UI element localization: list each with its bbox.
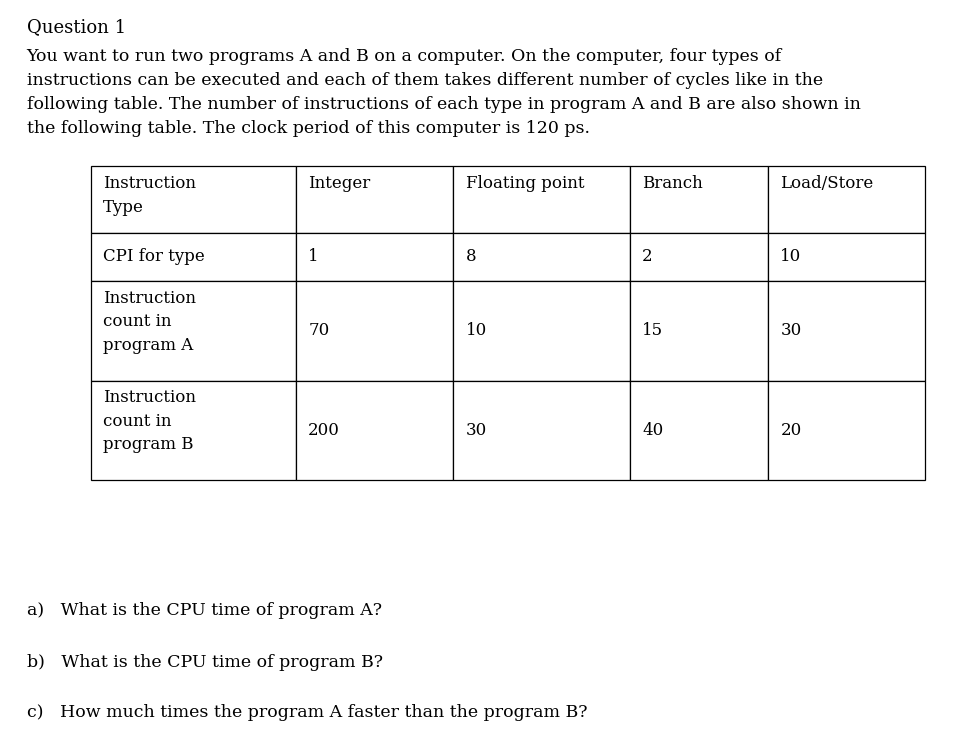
Bar <box>629 381 767 480</box>
Text: Load/Store: Load/Store <box>780 175 873 192</box>
Bar <box>91 233 295 281</box>
Text: 10: 10 <box>780 248 801 265</box>
Bar <box>767 233 924 281</box>
Bar <box>91 281 295 381</box>
Text: 40: 40 <box>641 422 662 439</box>
Text: Integer: Integer <box>308 175 370 192</box>
Text: 1: 1 <box>308 248 318 265</box>
Bar <box>629 166 767 233</box>
Text: 200: 200 <box>308 422 339 439</box>
Text: Floating point: Floating point <box>465 175 583 192</box>
Bar <box>295 281 453 381</box>
Text: 30: 30 <box>465 422 486 439</box>
Bar <box>453 381 629 480</box>
Bar <box>295 233 453 281</box>
Bar <box>629 281 767 381</box>
Bar <box>767 281 924 381</box>
Text: 70: 70 <box>308 322 329 339</box>
Text: 8: 8 <box>465 248 476 265</box>
Text: b)   What is the CPU time of program B?: b) What is the CPU time of program B? <box>27 654 382 671</box>
Bar <box>453 233 629 281</box>
Bar <box>767 381 924 480</box>
Text: You want to run two programs A and B on a computer. On the computer, four types : You want to run two programs A and B on … <box>27 48 860 137</box>
Text: 15: 15 <box>641 322 662 339</box>
Bar <box>453 281 629 381</box>
Text: 2: 2 <box>641 248 652 265</box>
Text: Instruction
Type: Instruction Type <box>103 175 195 216</box>
Bar <box>295 166 453 233</box>
Text: CPI for type: CPI for type <box>103 248 205 265</box>
Text: Instruction
count in
program B: Instruction count in program B <box>103 389 195 454</box>
Text: Question 1: Question 1 <box>27 18 126 36</box>
Text: Branch: Branch <box>641 175 702 192</box>
Text: a)   What is the CPU time of program A?: a) What is the CPU time of program A? <box>27 602 381 619</box>
Text: 30: 30 <box>780 322 801 339</box>
Bar <box>767 166 924 233</box>
Bar <box>453 166 629 233</box>
Bar <box>91 166 295 233</box>
Text: 10: 10 <box>465 322 486 339</box>
Bar <box>295 381 453 480</box>
Text: Instruction
count in
program A: Instruction count in program A <box>103 290 195 354</box>
Bar <box>91 381 295 480</box>
Bar <box>629 233 767 281</box>
Text: c)   How much times the program A faster than the program B?: c) How much times the program A faster t… <box>27 704 587 721</box>
Text: 20: 20 <box>780 422 801 439</box>
